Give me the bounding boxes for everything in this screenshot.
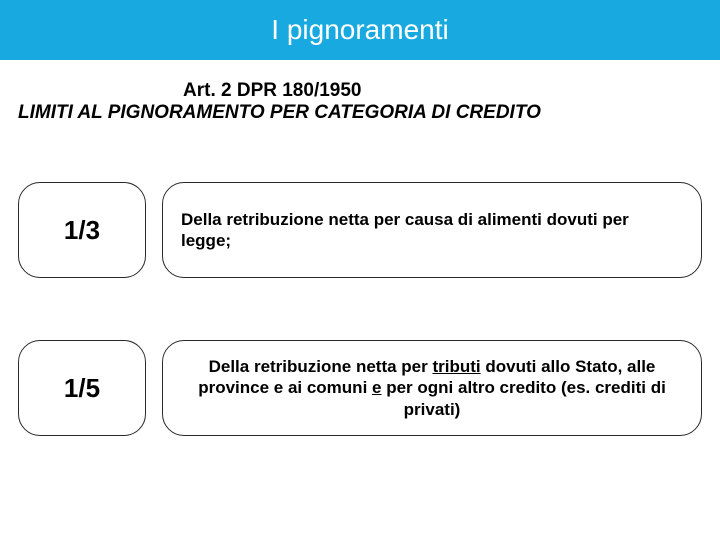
description-2: Della retribuzione netta per tributi dov…: [181, 356, 683, 420]
fraction-2: 1/5: [64, 373, 100, 404]
article-ref: Art. 2 DPR 180/1950: [18, 80, 702, 102]
desc2-underline-tributi: tributi: [432, 357, 480, 376]
description-box-1: Della retribuzione netta per causa di al…: [162, 182, 702, 278]
description-1: Della retribuzione netta per causa di al…: [181, 209, 683, 252]
fraction-box-1: 1/3: [18, 182, 146, 278]
desc2-post: per ogni altro credito (es. crediti di p…: [381, 378, 665, 418]
slide-header: I pignoramenti: [0, 0, 720, 60]
subheading-block: Art. 2 DPR 180/1950 LIMITI AL PIGNORAMEN…: [0, 60, 720, 124]
row-one-third: 1/3 Della retribuzione netta per causa d…: [0, 182, 720, 278]
limits-heading: LIMITI AL PIGNORAMENTO PER CATEGORIA DI …: [18, 102, 702, 124]
slide-title: I pignoramenti: [271, 14, 448, 46]
row-one-fifth: 1/5 Della retribuzione netta per tributi…: [0, 340, 720, 436]
fraction-box-2: 1/5: [18, 340, 146, 436]
desc2-pre: Della retribuzione netta per: [209, 357, 433, 376]
fraction-1: 1/3: [64, 215, 100, 246]
description-box-2: Della retribuzione netta per tributi dov…: [162, 340, 702, 436]
